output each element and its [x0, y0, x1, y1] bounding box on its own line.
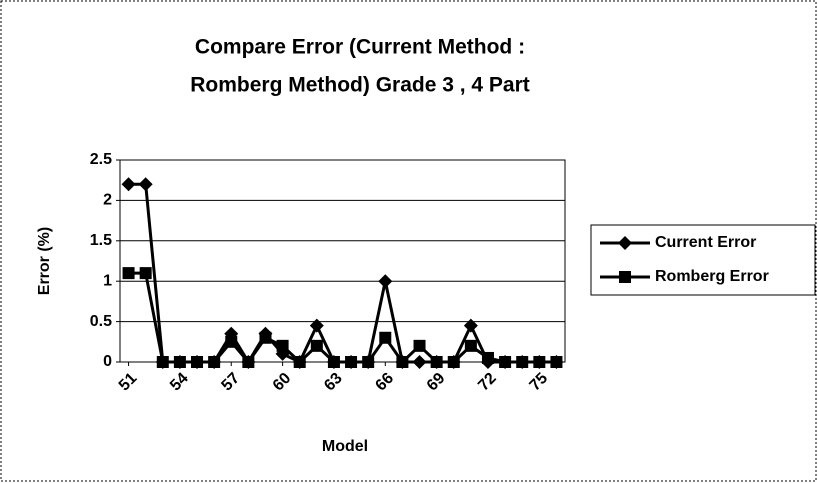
data-point: [362, 356, 375, 368]
y-tick-label: 0: [103, 353, 112, 370]
y-tick-label: 0.5: [90, 313, 112, 330]
chart-title: Compare Error (Current Method :: [195, 36, 525, 59]
data-point: [447, 356, 460, 368]
data-point: [464, 339, 477, 352]
y-tick-label: 1.5: [90, 232, 112, 249]
data-point: [327, 356, 340, 368]
data-point: [379, 331, 392, 344]
data-point: [191, 356, 204, 368]
data-point: [156, 356, 169, 368]
legend-label: Current Error: [655, 234, 756, 251]
y-tick-label: 2.5: [90, 151, 112, 168]
data-point: [310, 339, 323, 352]
chart-title: Romberg Method) Grade 3 , 4 Part: [190, 74, 530, 97]
data-point: [138, 177, 153, 192]
y-tick-label: 2: [103, 192, 112, 209]
data-point: [378, 274, 393, 289]
legend: [590, 224, 816, 296]
x-axis-label: Model: [322, 438, 368, 455]
data-point: [242, 356, 255, 368]
data-point: [139, 267, 152, 280]
data-point: [276, 339, 289, 352]
data-point: [173, 356, 186, 368]
data-point: [225, 335, 238, 348]
legend-marker: [619, 271, 631, 283]
data-point: [293, 356, 306, 368]
y-axis-label: Error (%): [36, 227, 53, 295]
data-point: [413, 339, 426, 352]
data-point: [259, 331, 272, 344]
data-point: [430, 356, 443, 368]
data-point: [550, 356, 563, 368]
data-point: [481, 351, 494, 364]
data-point: [396, 356, 409, 368]
data-point: [412, 355, 427, 369]
data-point: [533, 356, 546, 368]
data-point: [516, 356, 529, 368]
y-tick-label: 1: [103, 272, 112, 289]
legend-marker: [618, 236, 632, 250]
data-point: [208, 356, 221, 368]
data-point: [309, 318, 324, 333]
data-point: [122, 267, 135, 280]
data-point: [345, 356, 358, 368]
legend-label: Romberg Error: [655, 268, 769, 285]
data-point: [499, 356, 512, 368]
data-point: [121, 177, 136, 192]
data-point: [463, 318, 478, 333]
